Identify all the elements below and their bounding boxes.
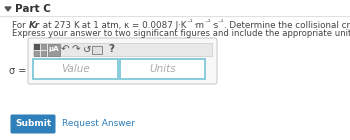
Text: ⁻¹: ⁻¹	[204, 20, 211, 26]
Bar	[34, 44, 46, 55]
Text: K: K	[74, 20, 79, 30]
Bar	[33, 43, 212, 56]
Bar	[33, 59, 118, 79]
FancyBboxPatch shape	[28, 38, 217, 84]
Text: ?: ?	[108, 45, 114, 54]
Polygon shape	[5, 7, 11, 11]
Text: Express your answer to two significant figures and include the appropriate units: Express your answer to two significant f…	[12, 30, 350, 38]
Text: ⁻¹: ⁻¹	[187, 20, 193, 26]
FancyBboxPatch shape	[10, 115, 56, 134]
Text: For: For	[12, 20, 28, 30]
Text: at 1 atm, κ = 0.0087 J·K: at 1 atm, κ = 0.0087 J·K	[79, 20, 187, 30]
Text: . Determine the collisional cross section of: . Determine the collisional cross sectio…	[224, 20, 350, 30]
Bar	[34, 44, 40, 50]
Text: Kr: Kr	[28, 20, 40, 30]
Text: Value: Value	[61, 64, 90, 74]
Text: σ =: σ =	[9, 66, 26, 76]
Text: ·s: ·s	[211, 20, 218, 30]
Text: ⁻¹: ⁻¹	[218, 20, 224, 26]
Text: ↶: ↶	[61, 45, 69, 54]
Text: Units: Units	[149, 64, 176, 74]
Text: Submit: Submit	[15, 120, 51, 129]
Text: ↺: ↺	[83, 45, 91, 54]
Bar	[120, 59, 205, 79]
Text: Part C: Part C	[15, 4, 51, 14]
Bar	[48, 44, 60, 55]
Bar	[92, 46, 102, 53]
Text: at 273: at 273	[40, 20, 74, 30]
Text: ·m: ·m	[193, 20, 204, 30]
Text: μA: μA	[49, 46, 59, 52]
Text: ↷: ↷	[72, 45, 80, 54]
Text: Request Answer: Request Answer	[62, 120, 135, 129]
